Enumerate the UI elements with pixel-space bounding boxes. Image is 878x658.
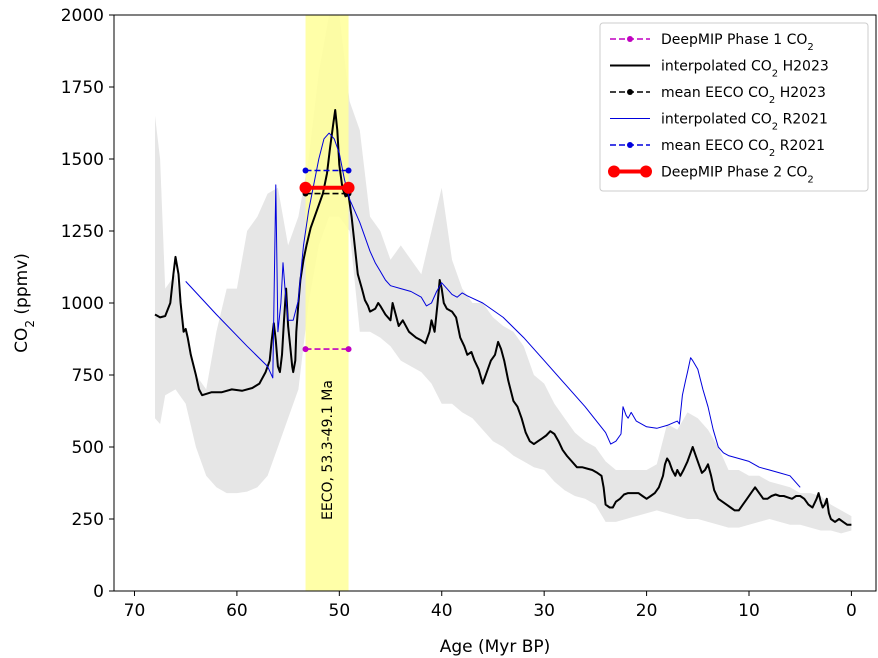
series-marker-5-0	[299, 181, 312, 194]
series-marker-5-1	[342, 181, 355, 194]
x-axis-label: Age (Myr BP)	[440, 637, 551, 657]
legend-entry-2: mean EECO CO2 H2023	[610, 85, 826, 106]
series-marker-0-0	[302, 346, 309, 353]
legend-box	[599, 22, 869, 192]
axes: 70 60 50 40 30 20 10 00250500750100012501500175…	[12, 6, 877, 657]
series-line-3	[185, 132, 801, 488]
legend-entry-3: interpolated CO2 R2021	[610, 112, 828, 133]
x-tick-label: 10	[738, 601, 760, 621]
x-tick-label: 50	[329, 601, 351, 621]
y-tick-label: 0	[93, 582, 104, 602]
y-tick-label: 1500	[61, 150, 104, 170]
series-marker-4-1	[345, 167, 352, 174]
legend-label-0: DeepMIP Phase 1 CO2	[661, 32, 814, 53]
series-3	[185, 132, 801, 488]
legend-marker-0	[627, 36, 633, 42]
legend-marker-5-a	[608, 165, 620, 178]
series-4	[302, 167, 352, 174]
bands	[155, 15, 852, 591]
x-tick-label: 30	[533, 601, 555, 621]
legend-label-5: DeepMIP Phase 2 CO2	[661, 165, 814, 186]
x-tick-label: 20	[636, 601, 658, 621]
legend-marker-5-b	[640, 165, 652, 178]
legend: DeepMIP Phase 1 CO2 interpolated CO2 H202…	[599, 22, 869, 192]
legend-label-1: interpolated CO2 H2023	[661, 59, 829, 80]
series-line-1	[154, 109, 852, 526]
y-axis-label: CO2 (ppmv)	[12, 253, 37, 353]
legend-label-4: mean EECO CO2 R2021	[661, 138, 825, 159]
series-lines	[154, 109, 852, 526]
series-5	[299, 181, 355, 194]
x-tick-label: 70	[124, 601, 146, 621]
series-0	[302, 346, 352, 353]
series-marker-4-0	[302, 167, 309, 174]
x-tick-label: 60	[226, 601, 248, 621]
x-tick-label: 40	[431, 601, 453, 621]
eeco-label-group: EECO, 53.3-49.1 Ma	[320, 380, 336, 520]
legend-entry-0: DeepMIP Phase 1 CO2	[610, 32, 814, 53]
y-tick-label: 2000	[61, 6, 104, 26]
legend-label-2: mean EECO CO2 H2023	[661, 85, 826, 106]
eeco-band	[305, 15, 349, 591]
y-tick-label: 1000	[61, 294, 104, 314]
y-tick-label: 1750	[61, 78, 104, 98]
legend-label-3: interpolated CO2 R2021	[661, 112, 828, 133]
y-tick-label: 750	[72, 366, 104, 386]
x-tick-label: 0	[846, 601, 857, 621]
y-tick-label: 500	[72, 438, 104, 458]
y-tick-label: 1250	[61, 222, 104, 242]
eeco-label: EECO, 53.3-49.1 Ma	[320, 380, 336, 520]
series-marker-0-1	[345, 346, 352, 353]
series-1	[154, 109, 852, 526]
legend-marker-2	[627, 89, 633, 95]
legend-entry-4: mean EECO CO2 R2021	[610, 138, 825, 159]
legend-entry-5: DeepMIP Phase 2 CO2	[608, 165, 814, 186]
legend-marker-4	[627, 142, 633, 148]
legend-entry-1: interpolated CO2 H2023	[610, 59, 829, 80]
y-tick-label: 250	[72, 510, 104, 530]
